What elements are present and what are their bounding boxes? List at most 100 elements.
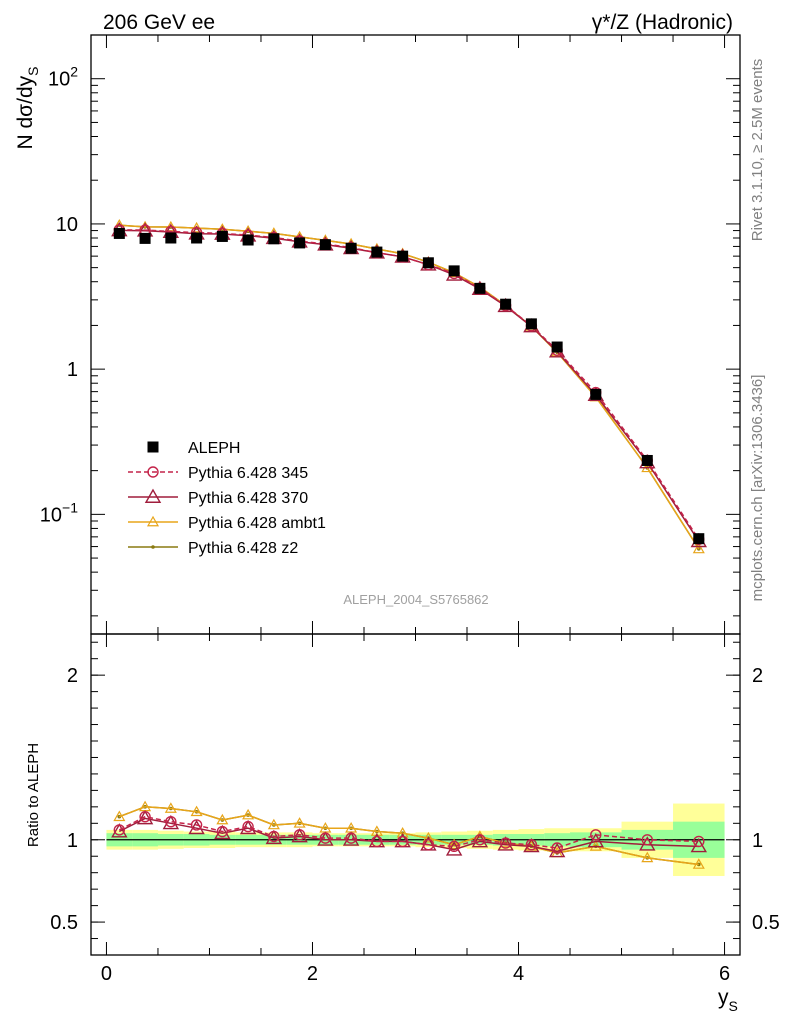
- y-tick-label-base: 1: [67, 359, 78, 381]
- data-point-aleph: [422, 257, 434, 269]
- header-left: 206 GeV ee: [103, 11, 215, 34]
- ratio-point-pythia-6-428-345: [293, 829, 306, 841]
- y-tick-label-ratio: 0.5: [50, 912, 78, 934]
- mcplots-info: mcplots.cern.ch [arXiv:1306.3436]: [749, 375, 766, 602]
- data-point-aleph: [525, 318, 537, 330]
- analysis-id: ALEPH_2004_S5765862: [343, 592, 488, 607]
- ratio-point-pythia-6-428-ambt1: [242, 808, 255, 820]
- data-point-aleph: [294, 237, 306, 249]
- y-axis-label-main: N dσ/dyS: [14, 67, 41, 150]
- y-tick-label-ratio-right: 1: [752, 830, 763, 852]
- ratio-point-pythia-6-428-345: [242, 820, 254, 833]
- x-axis-label-text: y: [718, 986, 729, 1009]
- ratio-point-pythia-6-428-ambt1: [641, 851, 654, 863]
- ratio-point-pythia-6-428-ambt1: [293, 817, 306, 828]
- ratio-line-pythia-6-428-345: [118, 815, 699, 849]
- ratio-point-pythia-6-428-345: [371, 835, 383, 848]
- y-tick-label-base: 10: [56, 214, 78, 236]
- data-point-aleph: [319, 239, 331, 251]
- ratio-point-pythia-6-428-345: [551, 842, 563, 854]
- y-tick-label-main: 102: [48, 64, 78, 91]
- y-tick-label-main: 10: [56, 214, 78, 236]
- y-axis-label-main-text: N dσ/dy: [14, 75, 37, 149]
- ratio-point-pythia-6-428-370: [587, 833, 604, 848]
- legend-marker: [146, 515, 160, 527]
- x-tick-label: 0: [101, 963, 112, 985]
- data-point-aleph: [345, 242, 357, 254]
- data-point-aleph: [242, 234, 254, 246]
- legend-label: Pythia 6.428 ambt1: [188, 515, 326, 532]
- y-tick-label-exp: −1: [62, 499, 78, 515]
- y-tick-label-base: 10: [40, 504, 62, 526]
- ratio-point-pythia-6-428-345: [422, 839, 435, 851]
- ratio-frame: [90, 633, 741, 956]
- y-tick-label-ratio-right: 2: [752, 665, 763, 687]
- rivet-info: Rivet 3.1.10, ≥ 2.5M events: [749, 59, 766, 242]
- ratio-point-pythia-6-428-345: [165, 815, 177, 828]
- data-point-aleph: [371, 246, 383, 258]
- y-tick-label-base: 10: [48, 69, 70, 91]
- y-tick-label-ratio-right: 0.5: [752, 912, 780, 934]
- ratio-point-pythia-6-428-ambt1: [216, 813, 229, 825]
- ratio-point-pythia-6-428-370: [214, 824, 231, 840]
- data-point-aleph: [268, 233, 280, 245]
- data-point-aleph: [113, 227, 125, 239]
- ratio-point-pythia-6-428-345: [319, 832, 332, 844]
- data-point-aleph: [397, 250, 409, 262]
- ratio-line-pythia-6-428-ambt1: [119, 806, 699, 866]
- ratio-point-pythia-6-428-345: [190, 819, 203, 831]
- ratio-point-pythia-6-428-ambt1: [113, 810, 126, 822]
- data-point-aleph: [500, 298, 512, 310]
- data-point-aleph: [641, 454, 653, 466]
- ratio-point-pythia-6-428-ambt1: [190, 805, 203, 817]
- ratio-point-pythia-6-428-ambt1: [267, 818, 280, 830]
- data-point-aleph: [139, 232, 151, 244]
- x-tick-label: 6: [719, 963, 730, 985]
- ratio-point-pythia-6-428-345: [345, 832, 357, 844]
- series-point-pythia-6-428-ambt1: [692, 542, 705, 554]
- legend-label: Pythia 6.428 370: [188, 490, 308, 507]
- legend-marker: [144, 488, 162, 503]
- x-axis-label-sub: S: [729, 998, 738, 1014]
- ratio-point-pythia-6-428-345: [590, 829, 602, 841]
- ratio-point-pythia-6-428-370: [548, 842, 566, 858]
- ratio-point-pythia-6-428-370: [188, 819, 205, 835]
- legend: ALEPH Pythia 6.428 345 Pythia 6.428 370 Pyt…: [128, 440, 326, 557]
- data-point-aleph: [693, 533, 705, 545]
- ratio-point-pythia-6-428-ambt1: [422, 831, 435, 843]
- ratio-point-pythia-6-428-ambt1: [692, 858, 705, 869]
- ratio-point-pythia-6-428-345: [448, 840, 460, 853]
- data-point-aleph: [448, 265, 460, 277]
- data-point-aleph: [474, 282, 486, 294]
- ratio-point-pythia-6-428-370: [291, 828, 308, 843]
- ratio-point-pythia-6-428-345: [268, 830, 280, 843]
- data-point-aleph: [216, 230, 228, 242]
- ratio-point-pythia-6-428-345: [139, 811, 151, 823]
- y-tick-label-main: 1: [67, 359, 78, 381]
- legend-label: ALEPH: [188, 440, 240, 457]
- y-tick-label-ratio: 2: [67, 665, 78, 687]
- ratio-point-pythia-6-428-345: [693, 835, 705, 848]
- ratio-panel: [106, 800, 725, 869]
- ratio-point-pythia-6-428-345: [216, 825, 229, 838]
- legend-marker-aleph: [147, 441, 159, 453]
- ratio-point-pythia-6-428-345: [474, 834, 486, 846]
- ratio-point-pythia-6-428-370: [317, 831, 334, 846]
- ratio-point-pythia-6-428-345: [525, 839, 538, 851]
- y-axis-label-main-sub: S: [25, 67, 41, 76]
- y-tick-label-main: 10−1: [40, 499, 78, 526]
- y-tick-label-exp: 2: [70, 64, 78, 80]
- main-panel: [111, 218, 707, 554]
- ratio-point-pythia-6-428-345: [396, 835, 409, 848]
- legend-marker: [151, 545, 155, 549]
- ratio-point-pythia-6-428-345: [499, 837, 512, 849]
- ratio-point-pythia-6-428-345: [113, 824, 126, 836]
- ratio-point-pythia-6-428-370: [497, 836, 514, 851]
- x-axis-label: yS: [718, 986, 738, 1014]
- data-point-aleph: [191, 232, 203, 244]
- legend-label: Pythia 6.428 z2: [188, 540, 298, 557]
- ratio-point-pythia-6-428-345: [641, 834, 653, 846]
- y-tick-label-ratio: 1: [67, 830, 78, 852]
- x-tick-label: 2: [307, 963, 318, 985]
- ratio-point-pythia-6-428-ambt1: [589, 840, 602, 851]
